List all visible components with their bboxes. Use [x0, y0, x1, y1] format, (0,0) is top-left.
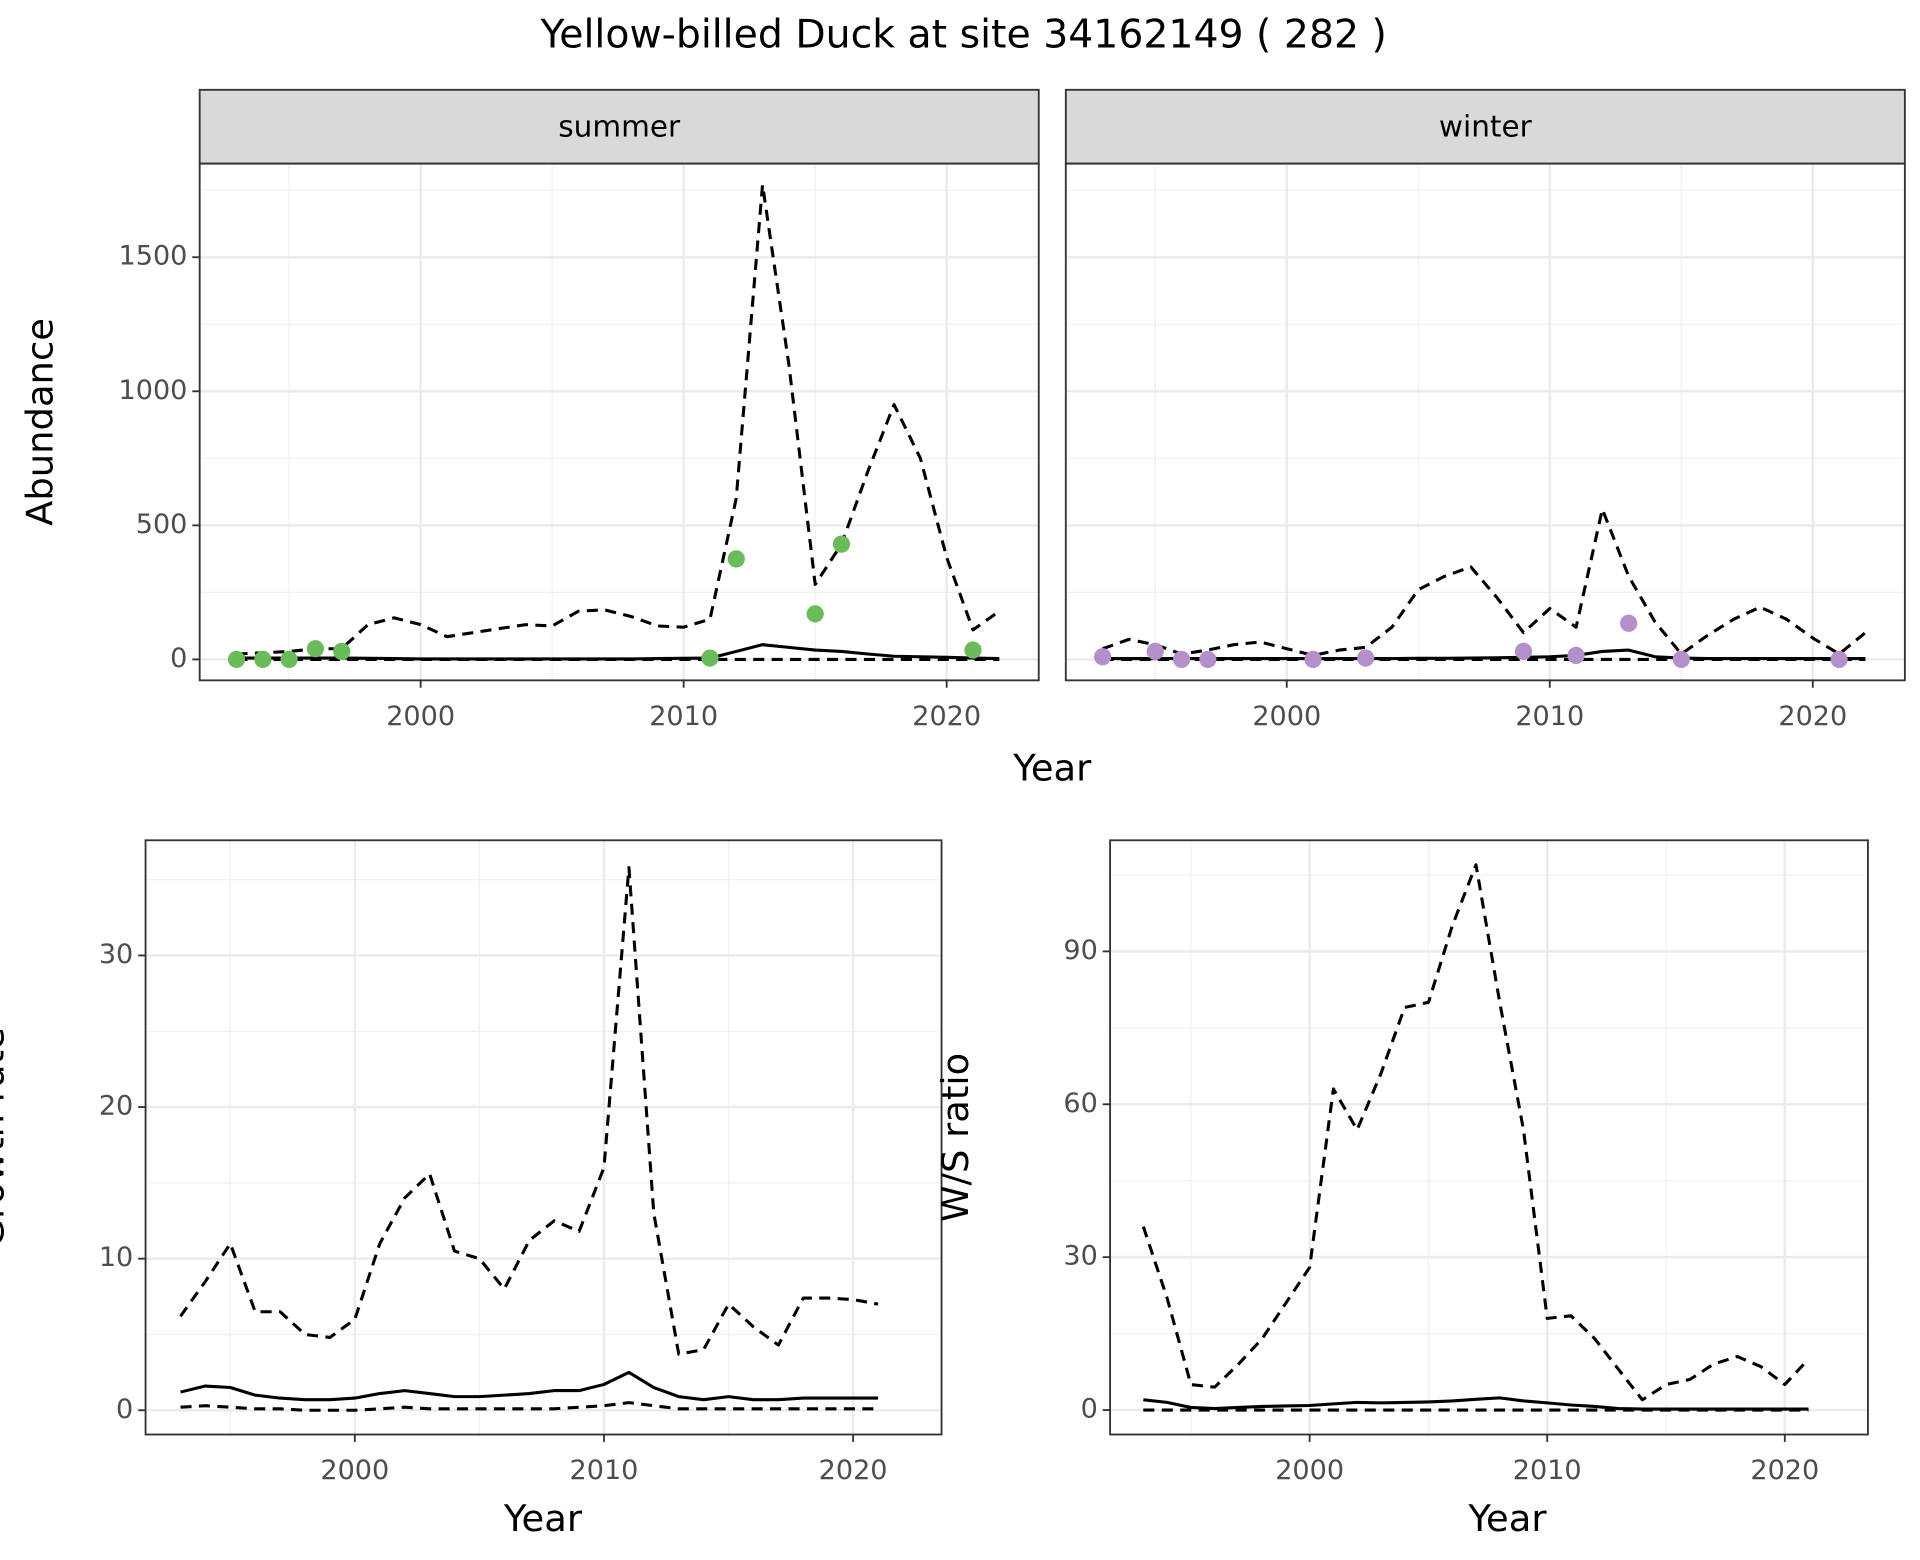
x-tick-label: 2010	[649, 701, 718, 732]
x-axis-title: Year	[1467, 1497, 1547, 1540]
data-point	[227, 650, 246, 669]
x-tick-label: 2020	[912, 701, 981, 732]
data-point	[1094, 648, 1112, 666]
series-line	[180, 1401, 879, 1412]
y-axis-title: W/S ratio	[934, 1053, 977, 1222]
x-axis-title: Year	[1012, 747, 1092, 790]
data-point	[1830, 650, 1848, 669]
facet-label: winter	[1439, 109, 1533, 143]
x-tick-label: 2000	[1252, 701, 1321, 732]
data-point	[333, 642, 351, 660]
data-point	[1567, 646, 1585, 665]
data-point	[1357, 649, 1375, 667]
figure-title: Yellow-billed Duck at site 34162149 ( 28…	[539, 11, 1386, 57]
y-tick-label: 1000	[119, 375, 188, 406]
panel-border	[1064, 162, 1906, 682]
data-point	[701, 649, 719, 667]
y-tick-label: 0	[1081, 1394, 1098, 1425]
x-tick-label: 2020	[819, 1455, 888, 1486]
panel-border	[1109, 839, 1869, 1436]
series-line	[236, 183, 1001, 656]
x-axis-title: Year	[503, 1497, 583, 1540]
series-line	[1102, 507, 1867, 657]
x-tick-label: 2000	[386, 701, 455, 732]
facet-strip	[198, 88, 1040, 165]
data-point	[1620, 614, 1638, 632]
series-line	[1102, 648, 1866, 661]
data-point	[1172, 650, 1191, 669]
data-point	[806, 605, 824, 623]
y-tick-label: 10	[99, 1242, 133, 1273]
data-point	[254, 650, 272, 669]
series-line	[1143, 1396, 1809, 1411]
data-point	[832, 535, 851, 553]
y-tick-label: 90	[1063, 935, 1097, 966]
x-tick-label: 2020	[1750, 1455, 1819, 1486]
x-tick-label: 2010	[1513, 1455, 1582, 1486]
data-point	[1146, 642, 1164, 660]
series-line	[179, 866, 879, 1356]
data-point	[1199, 650, 1217, 669]
series-line	[180, 1370, 879, 1402]
y-tick-label: 30	[1063, 1241, 1097, 1272]
data-point	[1304, 650, 1322, 669]
y-axis-title: Abundance	[19, 318, 62, 526]
x-tick-label: 2000	[320, 1455, 389, 1486]
y-tick-label: 1500	[119, 241, 188, 272]
data-point	[1672, 650, 1690, 669]
facet-label: summer	[558, 109, 681, 143]
data-point	[1514, 642, 1533, 660]
panel-border	[144, 839, 943, 1436]
data-point	[306, 640, 325, 658]
y-tick-label: 20	[99, 1091, 133, 1122]
y-axis-title: Growth rate	[0, 1027, 12, 1247]
x-tick-label: 2010	[570, 1455, 639, 1486]
data-point	[280, 650, 298, 669]
x-tick-label: 2020	[1778, 701, 1847, 732]
facet-strip	[1064, 88, 1906, 165]
y-tick-label: 500	[136, 509, 188, 540]
x-tick-label: 2010	[1515, 701, 1584, 732]
data-point	[964, 641, 982, 659]
series-line	[236, 643, 1000, 661]
x-tick-label: 2000	[1275, 1455, 1344, 1486]
y-tick-label: 60	[1063, 1088, 1097, 1119]
data-point	[727, 550, 745, 568]
panel-border	[198, 162, 1040, 682]
y-tick-label: 0	[116, 1394, 133, 1425]
y-tick-label: 30	[99, 939, 133, 970]
series-line	[1141, 863, 1810, 1402]
y-tick-label: 0	[170, 643, 187, 674]
